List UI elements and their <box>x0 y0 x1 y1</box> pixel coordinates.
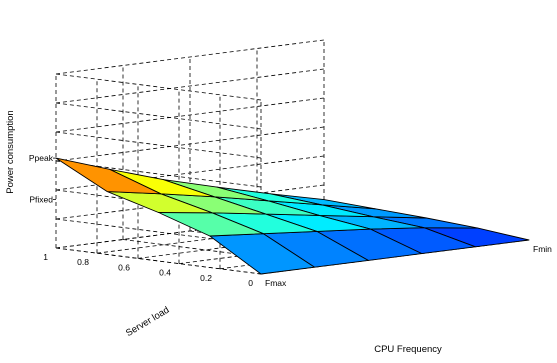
x-tick-label: Fmin <box>533 244 552 254</box>
y-tick-label: 0.2 <box>200 273 212 283</box>
y-tick-label: 0.4 <box>159 268 171 278</box>
z-axis-label: Power consumption <box>5 110 16 193</box>
y-tick-label: 0.6 <box>118 262 130 272</box>
surface-patch <box>55 157 162 195</box>
grid-line <box>55 73 262 101</box>
surface-layer <box>55 157 530 275</box>
grid-line <box>55 68 325 104</box>
tick-layer: Ppeak Pfixed 0 0.2 0.4 0.6 0.8 1 Fmax Fmin <box>29 153 552 288</box>
y-axis-label: Server load <box>124 305 171 339</box>
x-axis-label: CPU Frequency <box>374 344 442 355</box>
z-tick-label: Pfixed <box>29 194 53 204</box>
grid-line <box>55 39 325 75</box>
grid-line <box>55 131 262 159</box>
y-tick-label: 0.8 <box>77 257 89 267</box>
y-tick-label: 0 <box>248 278 253 288</box>
x-tick-label: Fmax <box>265 278 287 288</box>
z-tick-label: Ppeak <box>29 153 54 163</box>
y-tick-label: 1 <box>43 252 48 262</box>
grid-line <box>55 102 262 130</box>
